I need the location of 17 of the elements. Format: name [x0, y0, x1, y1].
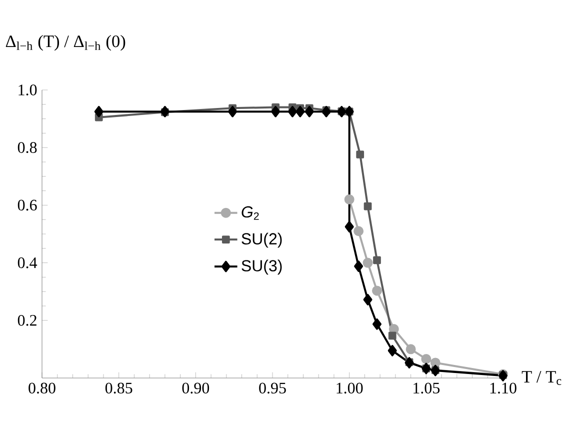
y-tick-label: 0.2 — [18, 314, 36, 326]
y-axis-title: Δ$_{l−h}$ (T) / Δ$_{l−h}$ (0) — [6, 35, 126, 51]
legend-label: SU(2) — [242, 232, 282, 248]
x-tick-label: 0.85 — [105, 382, 132, 394]
y-tick-label: 0.8 — [18, 142, 37, 154]
x-tick-label: 1.00 — [336, 382, 363, 394]
y-tick-label: 0.4 — [18, 257, 38, 268]
x-tick-label: 0.80 — [28, 382, 56, 394]
legend-label: SU(3) — [242, 260, 282, 275]
x-tick-label: 0.90 — [182, 382, 210, 394]
y-tick-label: 0.6 — [18, 200, 37, 211]
y-tick-label: 1.0 — [18, 84, 37, 96]
x-tick-label: 0.95 — [259, 382, 286, 394]
x-tick-label: 1.10 — [490, 382, 516, 394]
x-axis-title: T / T$_{c}$ — [522, 371, 562, 385]
x-tick-label: 1.05 — [414, 382, 440, 394]
legend-label: G$_{2}$ — [242, 206, 259, 220]
